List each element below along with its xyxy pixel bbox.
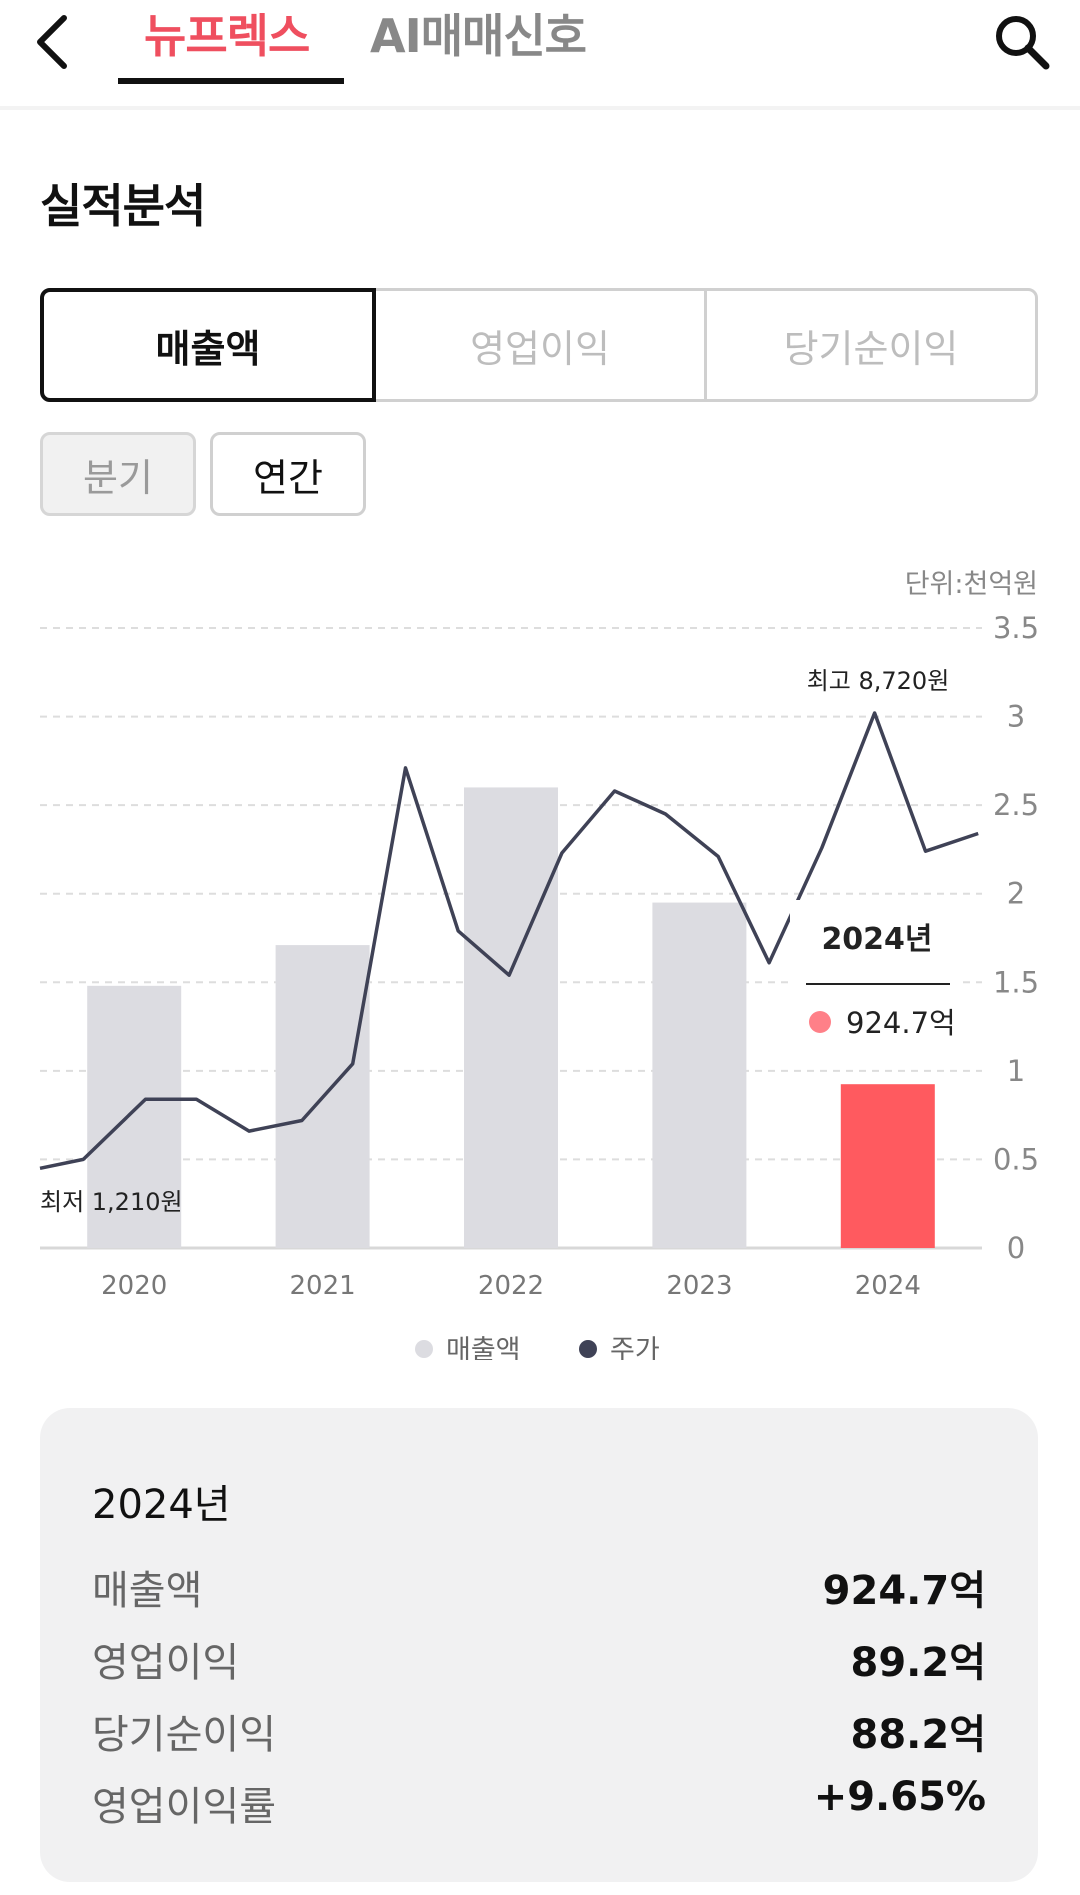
metric-tab-revenue[interactable]: 매출액 <box>40 288 376 402</box>
summary-value: +9.65% <box>813 1774 986 1820</box>
bar-2024[interactable] <box>840 1084 935 1248</box>
legend-price-label: 주가 <box>610 1335 660 1360</box>
summary-label: 당기순이익 <box>92 1712 276 1758</box>
section-title: 실적분석 <box>40 179 206 233</box>
price-line <box>39 711 979 1171</box>
x-tick-label: 2020 <box>101 1271 167 1301</box>
y-tick-label: 1 <box>1007 1054 1025 1088</box>
metric-tab-operating-profit[interactable]: 영업이익 <box>373 288 707 402</box>
bar-2023[interactable] <box>652 902 747 1248</box>
bar-2020[interactable] <box>87 985 182 1248</box>
summary-value: 89.2억 <box>850 1640 987 1686</box>
y-tick-label: 0.5 <box>993 1142 1039 1176</box>
bar-2022[interactable] <box>464 787 558 1248</box>
chart-unit-label: 단위:천억원 <box>905 569 1038 600</box>
summary-title: 2024년 <box>92 1482 231 1528</box>
period-tab-quarterly[interactable]: 분기 <box>40 432 196 516</box>
chart-min-annotation: 최저 1,210원 <box>40 1188 183 1216</box>
legend-price-marker <box>579 1340 597 1358</box>
tooltip-background <box>790 900 958 1018</box>
search-icon <box>996 16 1050 70</box>
search-button[interactable] <box>990 10 1054 74</box>
summary-label: 영업이익 <box>92 1640 240 1686</box>
chevron-left-icon <box>37 15 67 69</box>
x-tick-label: 2023 <box>666 1271 732 1301</box>
y-tick-label: 3 <box>1007 700 1025 734</box>
chart-max-annotation: 최고 8,720원 <box>807 667 950 695</box>
legend-revenue-label: 매출액 <box>446 1335 521 1360</box>
y-tick-label: 1.5 <box>993 965 1039 999</box>
summary-label: 영업이익률 <box>92 1784 276 1830</box>
summary-card: 2024년 매출액 924.7억 영업이익 89.2억 당기순이익 88.2억 … <box>40 1408 1038 1882</box>
chart-labels: 3.5 3 2.5 2 1.5 1 0.5 0 2020 2021 2022 2023 2024 <box>101 611 1039 1301</box>
tooltip-value: 924.7억 <box>846 1006 956 1040</box>
tooltip-title: 2024년 <box>821 922 932 957</box>
x-tick-label: 2021 <box>290 1271 356 1301</box>
summary-label: 매출액 <box>92 1568 203 1614</box>
y-tick-label: 0 <box>1007 1231 1025 1265</box>
chart-tooltip: 2024년 924.7억 <box>790 900 958 1040</box>
metric-tab-net-income[interactable]: 당기순이익 <box>704 288 1038 402</box>
back-button[interactable] <box>24 10 84 70</box>
tab-newflex[interactable]: 뉴프렉스 <box>144 9 310 63</box>
summary-value: 88.2억 <box>850 1712 987 1758</box>
chart-line <box>39 711 979 1171</box>
period-tab-annual[interactable]: 연간 <box>210 432 366 516</box>
x-tick-label: 2022 <box>478 1271 544 1301</box>
active-tab-indicator <box>118 78 344 84</box>
top-bar: 뉴프렉스 AI매매신호 <box>0 0 1080 110</box>
summary-value: 924.7억 <box>822 1568 986 1614</box>
chart-legend: 매출액 주가 <box>415 1335 660 1360</box>
tab-ai-signal[interactable]: AI매매신호 <box>370 9 587 63</box>
summary-row-net-income: 당기순이익 88.2억 <box>92 1702 986 1762</box>
y-tick-label: 2 <box>1007 877 1025 911</box>
legend-revenue-marker <box>415 1340 433 1358</box>
y-tick-label: 3.5 <box>993 611 1039 645</box>
summary-row-operating-margin: 영업이익률 +9.65% <box>92 1774 986 1834</box>
tooltip-marker <box>809 1011 831 1033</box>
x-tick-label: 2024 <box>855 1271 921 1301</box>
y-tick-label: 2.5 <box>993 788 1039 822</box>
revenue-chart: 3.5 3 2.5 2 1.5 1 0.5 0 2020 2021 2022 2023 2024 단위:… <box>39 569 1039 1360</box>
summary-row-revenue: 매출액 924.7억 <box>92 1558 986 1618</box>
metric-tabs: 매출액 영업이익 당기순이익 <box>40 288 1038 402</box>
summary-row-operating-profit: 영업이익 89.2억 <box>92 1630 986 1690</box>
